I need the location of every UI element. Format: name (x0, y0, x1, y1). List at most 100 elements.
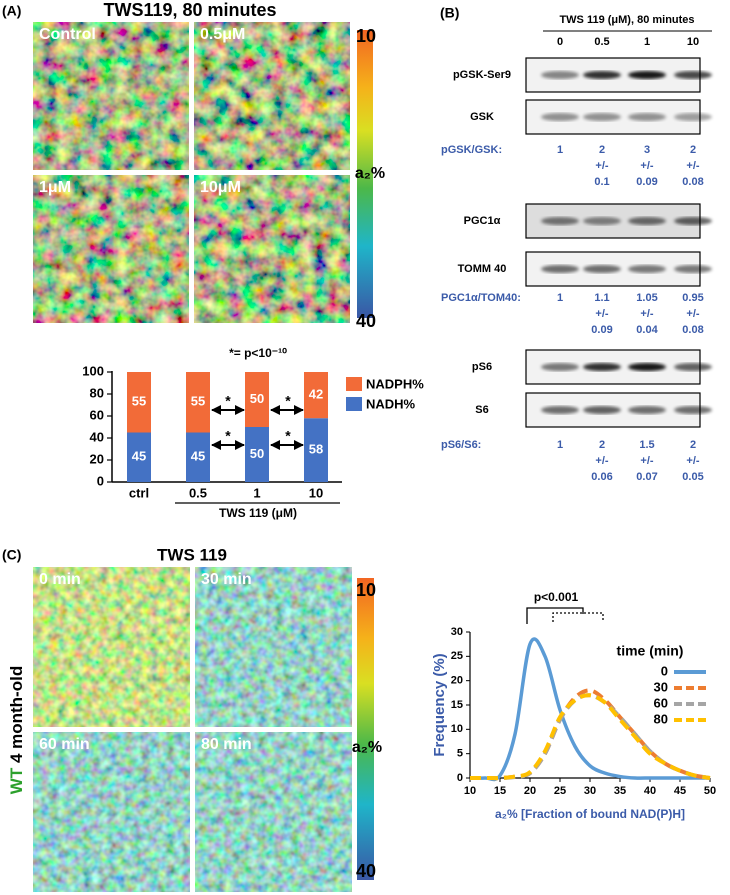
y-tick-label: 60 (90, 407, 104, 422)
plus-minus: +/- (640, 160, 653, 172)
blot-label: GSK (470, 111, 494, 123)
ratio-error: 0.09 (636, 176, 657, 188)
image-label: 30 min (201, 571, 252, 588)
blot-band (583, 265, 621, 273)
y-tick-label: 40 (90, 429, 104, 444)
significance-mark: * (285, 393, 291, 409)
ratio-value: 1 (557, 292, 563, 304)
ratio-error: 0.08 (682, 324, 703, 336)
bar-segment (186, 432, 210, 482)
blot-label: S6 (475, 404, 488, 416)
blot-band (628, 363, 666, 371)
blot-band (628, 113, 666, 121)
plus-minus: +/- (595, 160, 608, 172)
plus-minus: +/- (686, 308, 699, 320)
blot-band (541, 217, 579, 225)
legend-label: NADPH% (366, 376, 424, 391)
ratio-value: 1 (557, 439, 563, 451)
blot-band (583, 363, 621, 371)
y-tick-label: 0 (97, 473, 104, 488)
value-label: 45 (132, 449, 146, 464)
ratio-value: 3 (644, 144, 650, 156)
y-tick-label: 100 (82, 363, 104, 378)
panel-label: (B) (440, 5, 459, 21)
ratio-value: 2 (599, 144, 605, 156)
plus-minus: +/- (686, 160, 699, 172)
side-label-genotype: WT (7, 767, 26, 794)
significance-mark: * (225, 428, 231, 444)
ratio-error: 0.04 (636, 324, 658, 336)
x-tick-label: 45 (674, 785, 686, 797)
colorbar-top: 10 (356, 26, 376, 46)
x-axis-label: TWS 119 (μM) (219, 506, 297, 520)
blot-band (628, 71, 666, 79)
ratio-value: 2 (599, 439, 605, 451)
y-tick-label: 30 (451, 626, 463, 638)
ratio-value: 1.5 (639, 439, 654, 451)
blot-band (674, 71, 712, 79)
ratio-value: 2 (690, 144, 696, 156)
dose-label: 1 (644, 36, 650, 48)
value-label: 55 (191, 394, 205, 409)
x-axis-label: a₂% [Fraction of bound NAD(P)H] (495, 807, 685, 821)
annotation: p<0.001 (534, 590, 579, 604)
dose-label: 0.5 (594, 36, 609, 48)
ratio-value: 2 (690, 439, 696, 451)
ratio-value: 1.05 (636, 292, 657, 304)
y-tick-label: 20 (451, 675, 463, 687)
blot-band (674, 406, 712, 414)
y-tick-label: 0 (457, 772, 463, 784)
significance-bracket (552, 612, 604, 622)
bar-segment (304, 418, 328, 482)
dose-label: 0 (557, 36, 563, 48)
micrograph (33, 732, 190, 892)
side-label: WT 4 month-old (7, 666, 26, 794)
panel-title: TWS119, 80 minutes (103, 0, 276, 20)
blot-label: pGSK-Ser9 (453, 69, 511, 81)
plus-minus: +/- (595, 455, 608, 467)
panel-label: (A) (2, 3, 21, 19)
x-tick-label: 1 (253, 485, 260, 500)
legend-label: 0 (661, 663, 668, 678)
plus-minus: +/- (686, 455, 699, 467)
blot-band (541, 265, 579, 273)
blot-label: PGC1α (464, 215, 501, 227)
legend-swatch (346, 377, 362, 391)
x-tick-label: 30 (584, 785, 596, 797)
ratio-label: pGSK/GSK: (441, 144, 502, 156)
y-tick-label: 25 (451, 650, 463, 662)
x-tick-label: 10 (309, 485, 323, 500)
image-label: 1μM (39, 179, 71, 196)
series-line (469, 637, 710, 782)
blot-band (541, 113, 579, 121)
micrograph (195, 732, 352, 892)
micrograph (33, 175, 189, 323)
ratio-value: 1 (557, 144, 563, 156)
blot-band (541, 406, 579, 414)
plus-minus: +/- (595, 308, 608, 320)
colorbar-top: 10 (356, 580, 376, 600)
dose-label: 10 (687, 36, 699, 48)
bar-segment (127, 432, 151, 482)
value-label: 58 (309, 442, 323, 457)
blot-band (674, 113, 712, 121)
y-tick-label: 20 (90, 451, 104, 466)
image-label: 80 min (201, 736, 252, 753)
ratio-error: 0.05 (682, 471, 703, 483)
significance-bracket (526, 607, 584, 624)
legend-label: 30 (654, 679, 668, 694)
micrograph (33, 567, 190, 727)
bar-segment (186, 372, 210, 433)
plus-minus: +/- (640, 455, 653, 467)
legend-label: NADH% (366, 396, 416, 411)
ratio-error: 0.08 (682, 176, 703, 188)
y-tick-label: 10 (451, 723, 463, 735)
value-label: 45 (191, 449, 205, 464)
x-tick-label: 15 (494, 785, 506, 797)
bar-segment (245, 372, 269, 427)
ratio-error: 0.07 (636, 471, 657, 483)
image-label: 10μM (200, 179, 241, 196)
colorbar-bottom: 40 (356, 311, 376, 331)
ratio-value: 1.1 (594, 292, 609, 304)
blot-band (583, 217, 621, 225)
